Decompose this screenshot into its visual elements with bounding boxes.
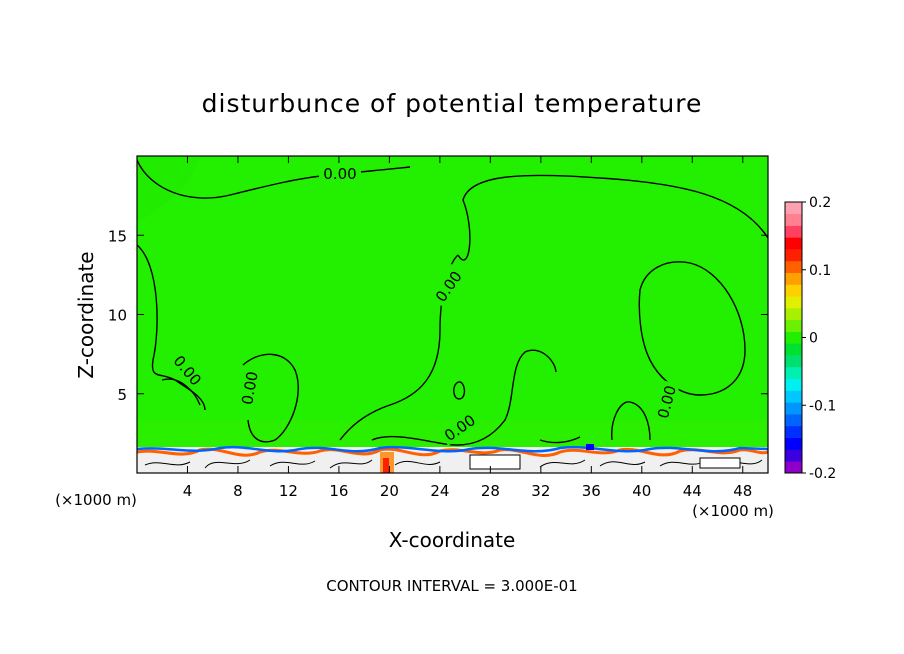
- colorbar-swatch: [785, 402, 802, 415]
- colorbar-swatch: [785, 202, 802, 215]
- x-tick-label: 36: [582, 482, 601, 500]
- x-tick-label: 12: [279, 482, 298, 500]
- colorbar-swatch: [785, 225, 802, 238]
- chart-title: disturbunce of potential temperature: [202, 89, 703, 118]
- x-tick-label: 16: [329, 482, 348, 500]
- x-axis-label: X-coordinate: [389, 528, 516, 552]
- x-tick-label: 4: [183, 482, 193, 500]
- colorbar-swatch: [785, 319, 802, 332]
- colorbar-swatch: [785, 296, 802, 309]
- colorbar-swatch: [785, 378, 802, 391]
- colorbar-swatch: [785, 437, 802, 450]
- contour-label-boxes: [169, 164, 680, 447]
- contour-interval-caption: CONTOUR INTERVAL = 3.000E-01: [326, 577, 577, 595]
- colorbar-swatch: [785, 249, 802, 262]
- x-tick-label: 44: [683, 482, 702, 500]
- colorbar-tick-label: -0.1: [809, 398, 836, 414]
- x-unit-right: (×1000 m): [692, 502, 774, 520]
- colorbar-swatch: [785, 449, 802, 462]
- x-unit-left: (×1000 m): [55, 491, 137, 509]
- colorbar-swatch: [785, 366, 802, 380]
- y-axis-label: Z-coordinate: [74, 251, 98, 378]
- colorbar-tick-label: 0.2: [809, 195, 831, 211]
- plot-area: [136, 155, 769, 474]
- colorbar-swatch: [785, 425, 802, 438]
- colorbar-swatch: [785, 343, 802, 356]
- x-tick-label: 20: [380, 482, 399, 500]
- colorbar-swatch: [785, 284, 802, 297]
- x-tick-label: 32: [531, 482, 550, 500]
- colorbar-swatch: [785, 414, 802, 427]
- y-axis-ticks: 5 10 15: [108, 227, 768, 404]
- colorbar-swatch: [785, 308, 802, 321]
- field-shading: [137, 156, 768, 473]
- contour-label: 0.00: [238, 370, 262, 406]
- colorbar-swatch: [785, 331, 802, 344]
- colorbar-tick-label: 0.1: [809, 263, 831, 279]
- colorbar-swatch: [785, 213, 802, 226]
- colorbar-tick-label: -0.2: [809, 466, 836, 482]
- x-tick-label: 8: [233, 482, 243, 500]
- x-tick-label: 48: [733, 482, 752, 500]
- contour-lines: [137, 159, 768, 446]
- colorbar-swatch: [785, 260, 802, 273]
- colorbar-swatch: [785, 237, 802, 250]
- contour-label: 0.00: [323, 165, 356, 183]
- y-tick-label: 15: [108, 227, 127, 245]
- x-tick-label: 40: [632, 482, 651, 500]
- x-tick-label: 24: [430, 482, 449, 500]
- colorbar: 0.2 0.1 0 -0.1 -0.2: [784, 195, 836, 482]
- colorbar-swatch: [785, 461, 802, 474]
- colorbar-swatch: [785, 390, 802, 403]
- x-tick-label: 28: [481, 482, 500, 500]
- y-tick-label: 5: [117, 386, 127, 404]
- colorbar-swatch: [785, 355, 802, 368]
- colorbar-tick-label: 0: [809, 331, 818, 347]
- x-axis-ticks: 4 8 12 16 20 24 28 32 36 40 44 48: [183, 156, 752, 500]
- y-tick-label: 10: [108, 307, 127, 325]
- colorbar-swatch: [785, 272, 802, 285]
- surface-layer: [137, 444, 768, 473]
